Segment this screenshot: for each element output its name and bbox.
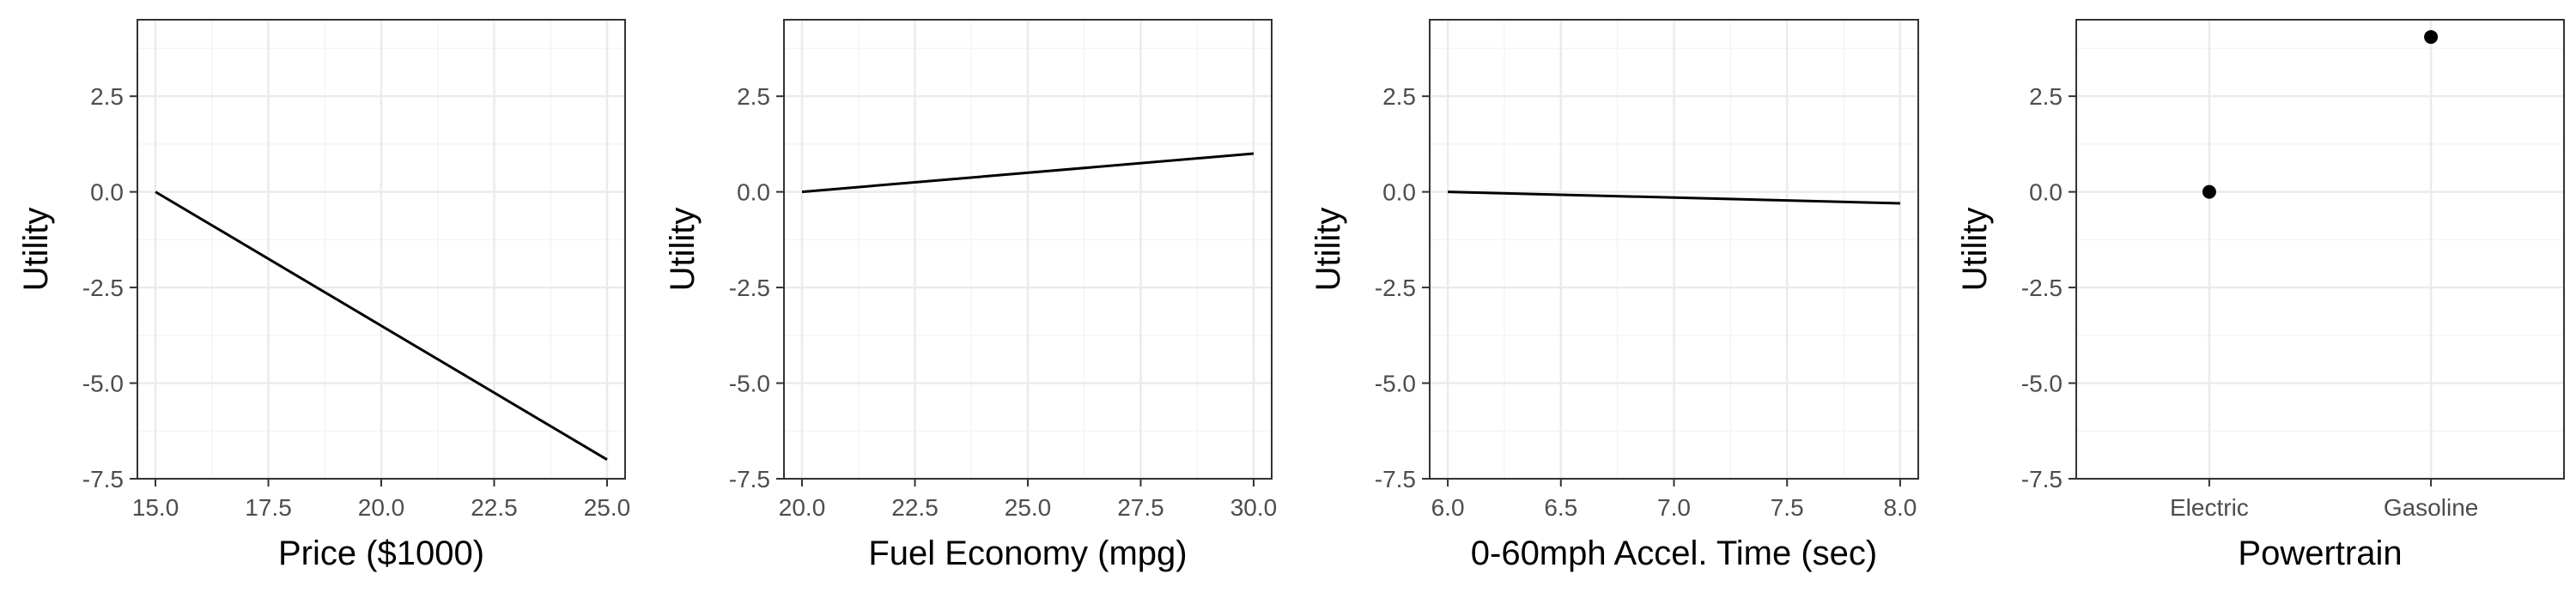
chart-panel-2: 2.5 0.0 -2.5 -5.0 -7.5 20.0 22.5 25.0 27.5 30.0 Fu… — [664, 19, 1278, 572]
x-tick-label: Gasoline — [2384, 494, 2479, 521]
y-tick-label: -5.0 — [82, 371, 124, 397]
x-tick-label: 7.0 — [1657, 494, 1691, 521]
y-tick-label: -2.5 — [1375, 275, 1416, 301]
x-axis-title: Price ($1000) — [278, 535, 484, 572]
x-tick-label: 27.5 — [1117, 494, 1164, 521]
x-tick-label: 7.5 — [1771, 494, 1804, 521]
y-tick-label: 2.5 — [2029, 83, 2063, 110]
y-axis-title: Utility — [17, 208, 55, 292]
x-tick-label: 6.5 — [1544, 494, 1577, 521]
x-tick-label: 8.0 — [1883, 494, 1917, 521]
y-axis-title: Utility — [1956, 208, 1994, 292]
x-axis-title: Powertrain — [2238, 535, 2402, 572]
y-tick-label: 2.5 — [737, 83, 770, 110]
y-tick-label: -7.5 — [2021, 466, 2063, 492]
y-tick-label: -7.5 — [729, 466, 770, 492]
y-axis-title: Utility — [1309, 208, 1347, 292]
x-tick-label: 22.5 — [891, 494, 939, 521]
x-tick-label: 15.0 — [132, 494, 179, 521]
y-tick-label: -2.5 — [82, 275, 124, 301]
y-tick-label: 2.5 — [1382, 83, 1416, 110]
chart-panel-1: 2.5 0.0 -2.5 -5.0 -7.5 15.0 17.5 20.0 22.5 25.0 Pr… — [17, 19, 631, 572]
y-tick-label: -5.0 — [1375, 371, 1416, 397]
y-tick-label: -2.5 — [2021, 275, 2063, 301]
y-tick-label: 0.0 — [90, 179, 124, 206]
x-tick-label: 22.5 — [471, 494, 518, 521]
data-point-electric — [2202, 184, 2216, 199]
y-tick-label: 0.0 — [2029, 179, 2063, 206]
x-tick-label: Electric — [2170, 494, 2249, 521]
panel-border — [2075, 19, 2565, 480]
y-tick-label: -7.5 — [82, 466, 124, 492]
y-tick-label: 0.0 — [1382, 179, 1416, 206]
y-tick-label: 0.0 — [737, 179, 770, 206]
data-line — [155, 190, 608, 461]
data-line — [801, 152, 1255, 194]
x-tick-label: 6.0 — [1431, 494, 1465, 521]
x-axis-title: Fuel Economy (mpg) — [868, 535, 1187, 572]
y-axis-title: Utility — [664, 208, 702, 292]
y-tick-label: -5.0 — [2021, 371, 2063, 397]
y-tick-label: -5.0 — [729, 371, 770, 397]
data-point-gasoline — [2424, 30, 2439, 45]
data-line — [1448, 190, 1900, 205]
chart-panel-4: 2.5 0.0 -2.5 -5.0 -7.5 Electric Gasoline Powert… — [1956, 19, 2565, 572]
x-tick-label: 20.0 — [358, 494, 405, 521]
chart-panel-3: 2.5 0.0 -2.5 -5.0 -7.5 6.0 6.5 7.0 7.5 8.00-60mph… — [1309, 19, 1919, 572]
x-tick-label: 25.0 — [1005, 494, 1052, 521]
x-axis-title: 0-60mph Accel. Time (sec) — [1471, 535, 1878, 572]
y-tick-label: 2.5 — [90, 83, 124, 110]
x-tick-label: 17.5 — [245, 494, 292, 521]
x-tick-label: 25.0 — [584, 494, 631, 521]
x-tick-label: 20.0 — [779, 494, 826, 521]
y-tick-label: -7.5 — [1375, 466, 1416, 492]
y-tick-label: -2.5 — [729, 275, 770, 301]
x-tick-label: 30.0 — [1230, 494, 1278, 521]
